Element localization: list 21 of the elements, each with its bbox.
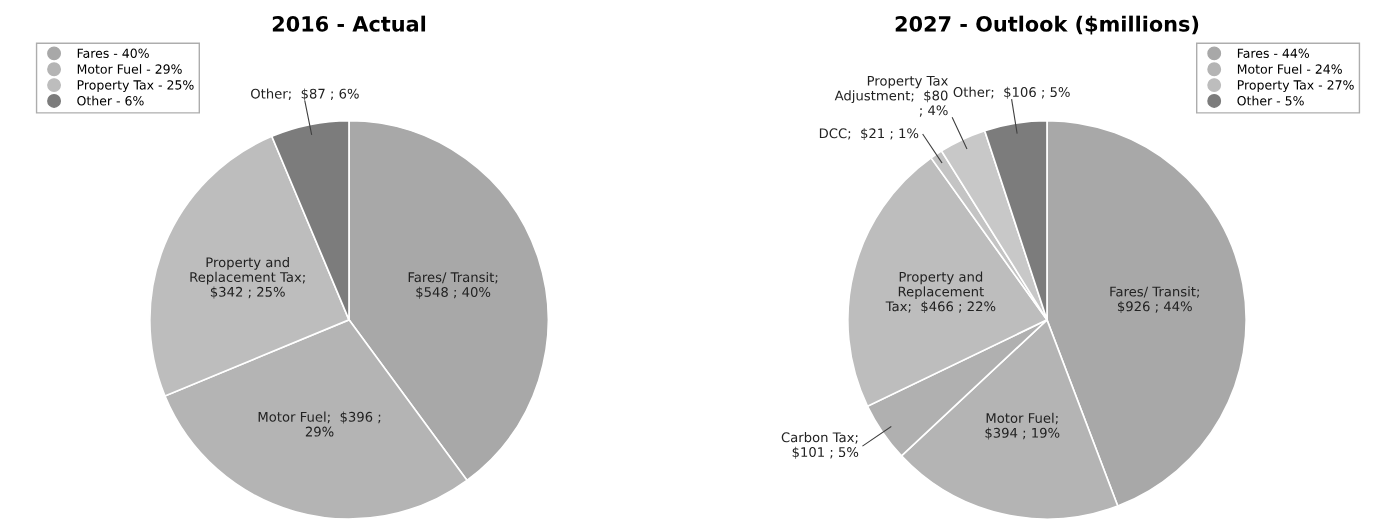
legend-label: Fares - 44% — [1237, 48, 1310, 58]
chart-title: 2027 - Outlook ($millions) — [895, 15, 1199, 35]
legend-label: Motor Fuel - 24% — [1237, 64, 1342, 74]
legend-label: Other - 5% — [1237, 95, 1304, 106]
legend-label: Other - 6% — [77, 95, 144, 106]
legend-label: Fares - 40% — [77, 48, 149, 58]
data-label: Fares/ Transit; $926 ; 44% — [1110, 286, 1199, 314]
data-label: Property and Replacement Tax; $466 ; 22% — [885, 271, 996, 314]
data-label: Carbon Tax; $101 ; 5% — [781, 432, 859, 459]
data-label: DCC; $21 ; 1% — [819, 128, 919, 141]
data-label: Other; $87 ; 6% — [251, 88, 359, 101]
chart-title: 2016 - Actual — [272, 15, 426, 32]
legend-label: Property Tax - 27% — [1237, 80, 1354, 93]
legend-label: Property Tax - 25% — [77, 80, 194, 93]
data-label: Property and Replacement Tax; $342 ; 25% — [190, 257, 305, 299]
data-label: Property Tax Adjustment; $80 ; 4% — [834, 75, 948, 117]
data-label: Fares/ Transit; $548 ; 40% — [408, 271, 498, 299]
data-label: Other; $106 ; 5% — [953, 86, 1070, 99]
data-label: Motor Fuel; $396 ; 29% — [258, 411, 381, 437]
data-label: Motor Fuel; $394 ; 19% — [985, 412, 1060, 440]
legend-label: Motor Fuel - 29% — [77, 64, 182, 74]
